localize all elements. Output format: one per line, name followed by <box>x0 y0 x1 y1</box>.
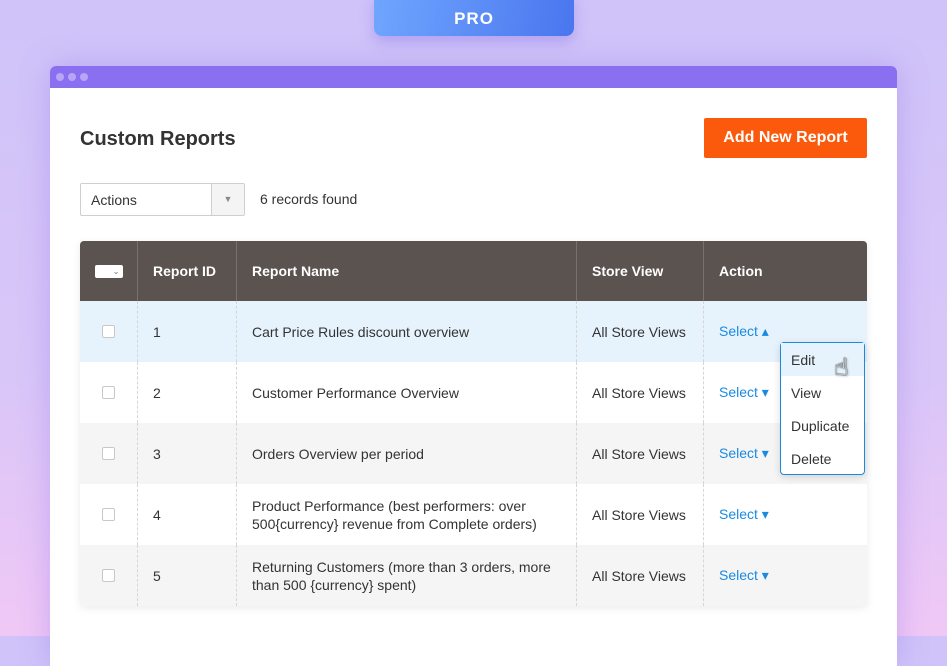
report-name: Product Performance (best performers: ov… <box>237 484 577 545</box>
report-id: 3 <box>138 423 237 484</box>
column-header[interactable]: Report Name <box>237 241 577 301</box>
report-id: 4 <box>138 484 237 545</box>
table-row: 3 Orders Overview per period All Store V… <box>80 423 867 484</box>
mass-select-checkbox[interactable]: ⌄ <box>94 264 123 278</box>
report-id: 1 <box>138 301 237 362</box>
menu-item-delete[interactable]: Delete <box>791 451 832 467</box>
row-checkbox[interactable] <box>102 325 115 338</box>
add-new-report-button[interactable]: Add New Report <box>704 118 867 158</box>
table-row: 1 Cart Price Rules discount overview All… <box>80 301 867 362</box>
row-checkbox[interactable] <box>102 447 115 460</box>
chevron-down-icon[interactable]: ▼ <box>211 184 244 215</box>
pro-badge: PRO <box>374 0 574 36</box>
column-header: Action <box>719 263 763 279</box>
report-name: Customer Performance Overview <box>237 362 577 423</box>
action-select-link[interactable]: Select ▾ <box>719 384 769 400</box>
table-row: 4 Product Performance (best performers: … <box>80 484 867 545</box>
hand-cursor-icon: ☝ <box>834 354 849 381</box>
report-id: 2 <box>138 362 237 423</box>
window-titlebar <box>50 66 897 88</box>
table-row: 5 Returning Customers (more than 3 order… <box>80 545 867 606</box>
store-view: All Store Views <box>577 423 704 484</box>
action-select-link[interactable]: Select ▾ <box>719 445 769 461</box>
action-dropdown-menu: Edit View Duplicate Delete <box>780 342 865 475</box>
menu-item-duplicate[interactable]: Duplicate <box>791 418 850 434</box>
reports-table: ⌄ Report ID Report Name Store View Actio… <box>80 241 867 606</box>
report-name: Orders Overview per period <box>237 423 577 484</box>
records-count: 6 records found <box>260 191 358 207</box>
store-view: All Store Views <box>577 362 704 423</box>
action-select-link[interactable]: Select ▾ <box>719 567 769 583</box>
action-select-link[interactable]: Select ▾ <box>719 506 769 522</box>
window-dot <box>68 73 76 81</box>
window-dot <box>80 73 88 81</box>
column-header[interactable]: Report ID <box>138 241 237 301</box>
store-view: All Store Views <box>577 484 704 545</box>
table-row: 2 Customer Performance Overview All Stor… <box>80 362 867 423</box>
menu-item-edit[interactable]: Edit <box>781 343 864 376</box>
actions-select-value: Actions <box>91 192 137 208</box>
store-view: All Store Views <box>577 545 704 606</box>
window-dot <box>56 73 64 81</box>
row-checkbox[interactable] <box>102 508 115 521</box>
menu-item-view[interactable]: View <box>791 385 822 401</box>
report-name: Cart Price Rules discount overview <box>237 301 577 362</box>
report-id: 5 <box>138 545 237 606</box>
report-name: Returning Customers (more than 3 orders,… <box>237 545 577 606</box>
store-view: All Store Views <box>577 301 704 362</box>
row-checkbox[interactable] <box>102 386 115 399</box>
page-title: Custom Reports <box>80 128 236 150</box>
column-header[interactable]: Store View <box>577 241 704 301</box>
app-window: Custom Reports Add New Report Actions ▼ 6… <box>50 66 897 666</box>
action-select-link[interactable]: Select ▴ <box>719 323 769 339</box>
actions-select[interactable]: Actions ▼ <box>80 183 245 216</box>
row-checkbox[interactable] <box>102 569 115 582</box>
table-header: ⌄ Report ID Report Name Store View Actio… <box>80 241 867 301</box>
